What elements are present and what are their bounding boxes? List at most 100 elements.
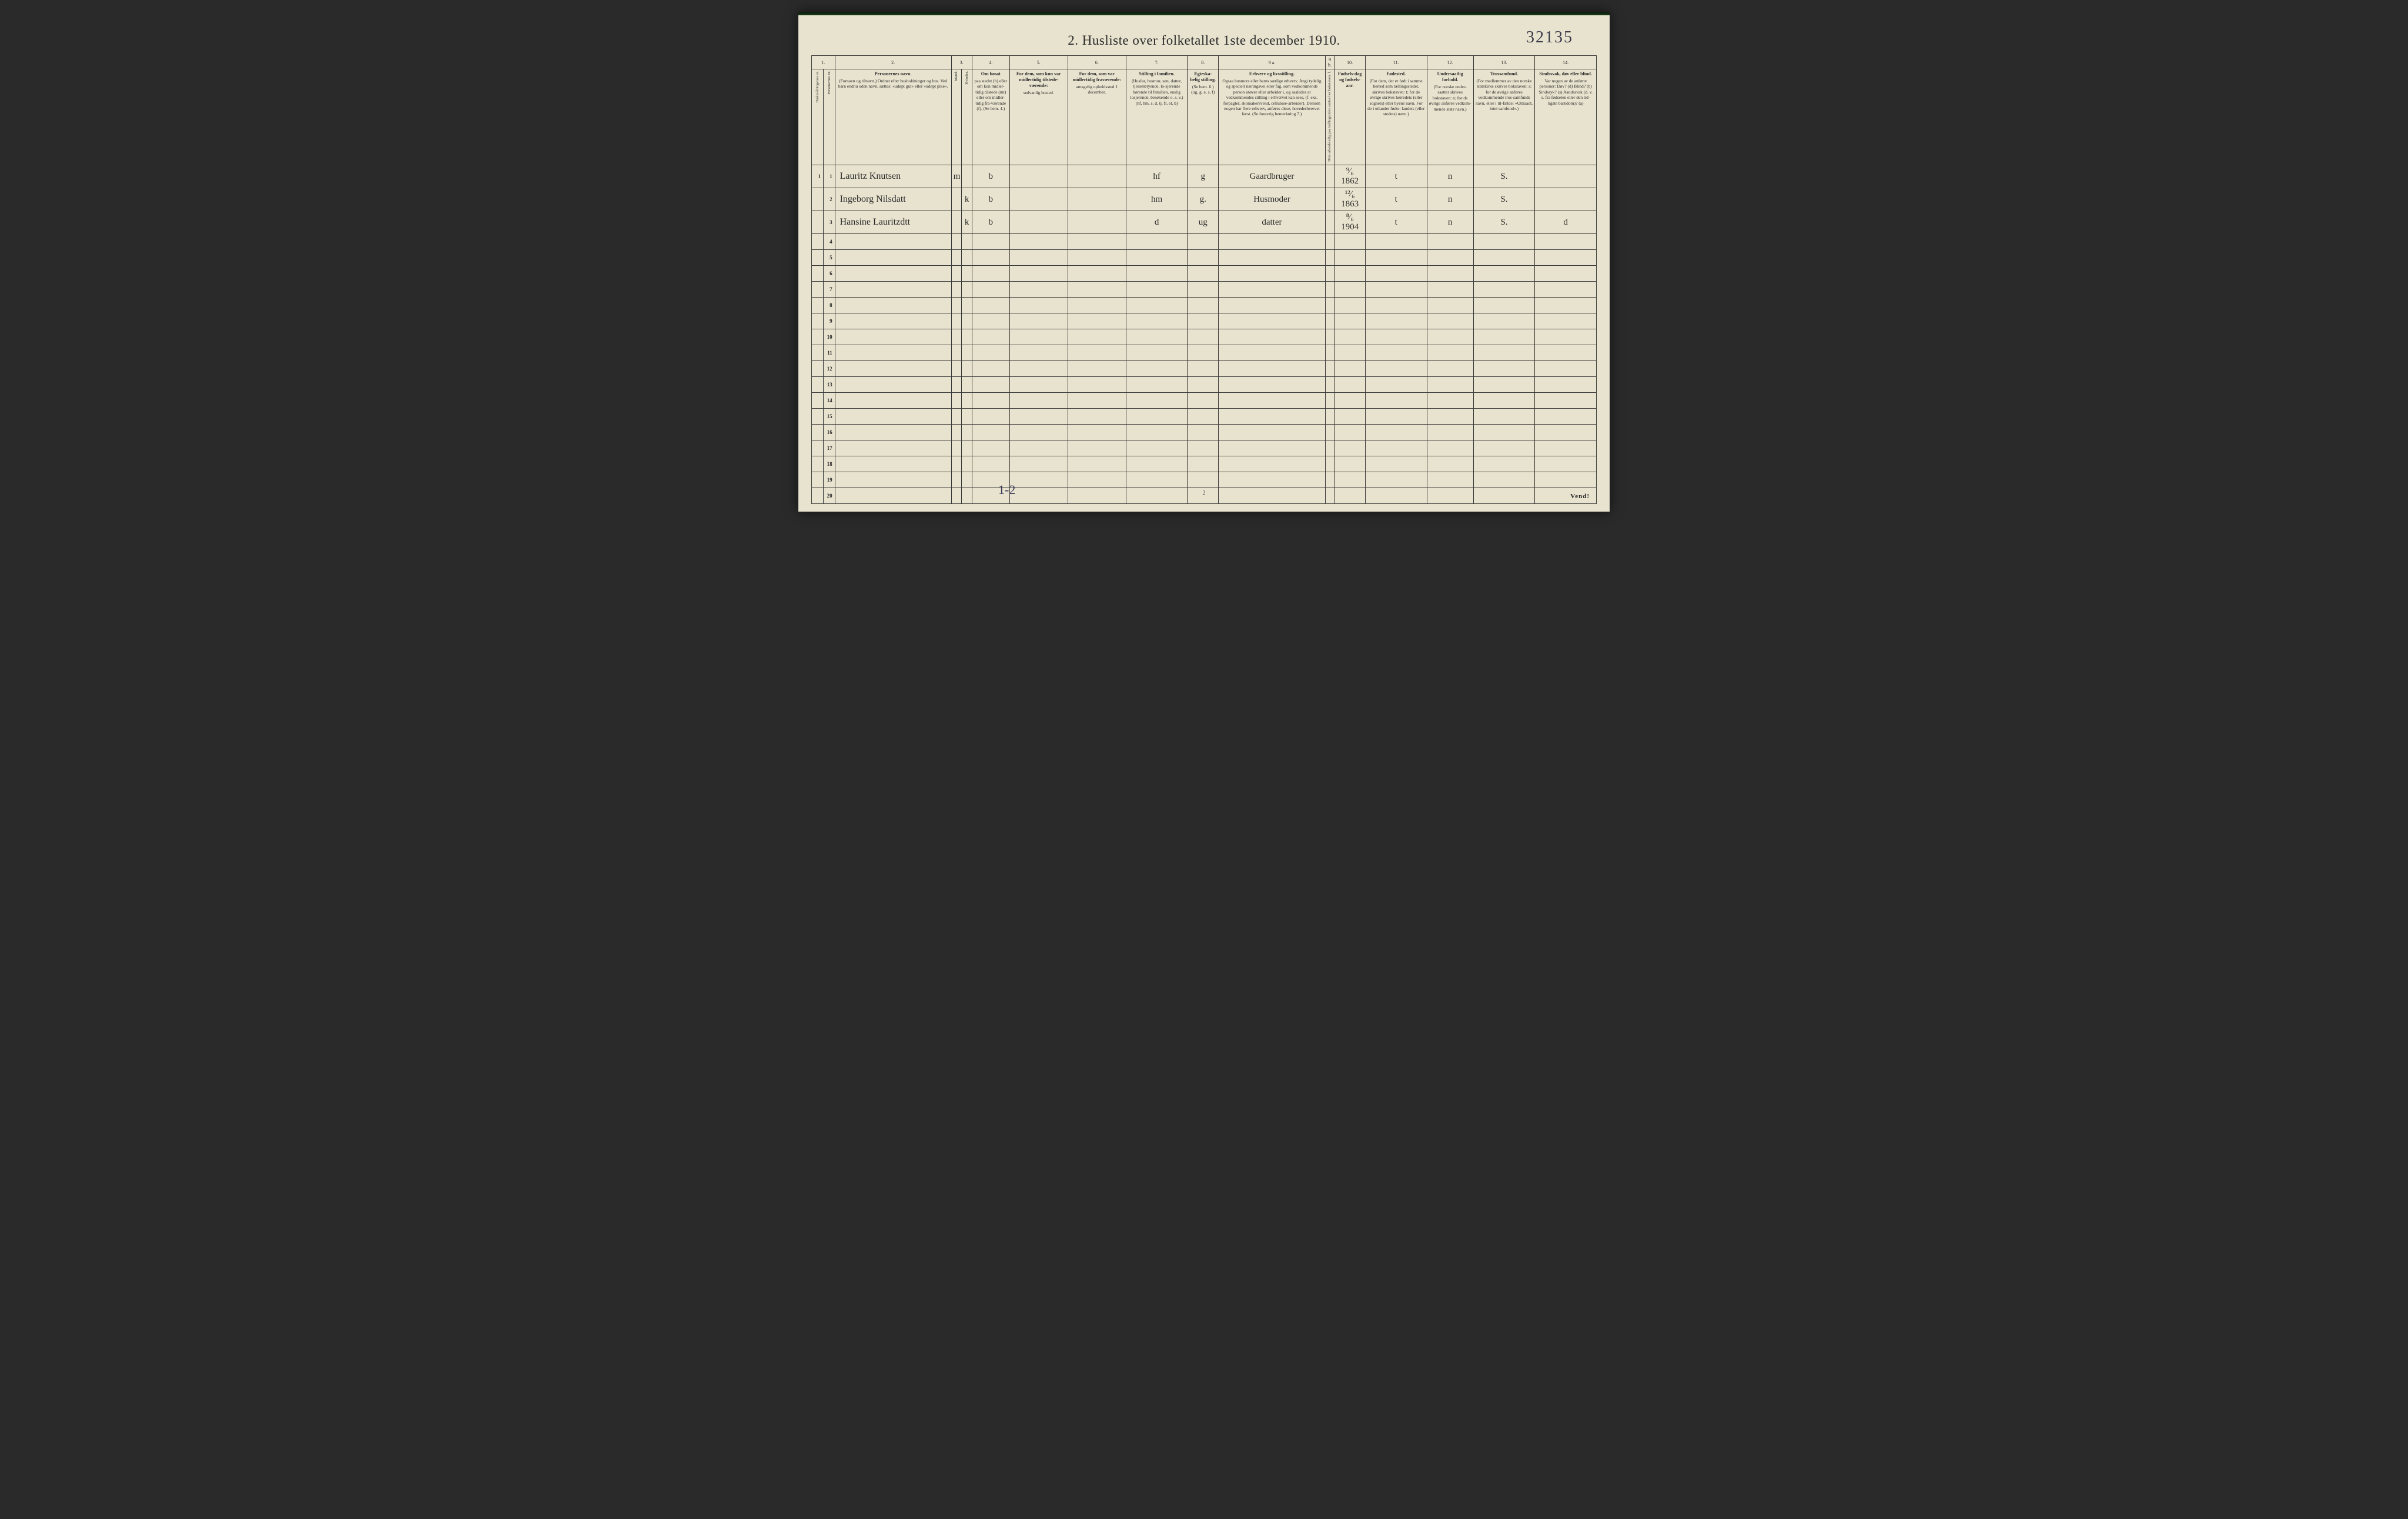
cell-empty [1219,409,1326,425]
hdr-marital: Egteska-belig stilling. (Se bem. 6.) (ug… [1188,69,1219,165]
cell-empty [1325,313,1334,329]
cell-empty [972,440,1009,456]
cell-empty [1009,234,1068,250]
cell-empty [835,282,951,298]
cell-empty [812,456,824,472]
cell-empty [1068,298,1126,313]
cell-empty [1068,250,1126,266]
cell-empty [962,266,972,282]
cell-empty [1535,234,1597,250]
hdr-residency: Om bosat paa stedet (b) eller om kun mid… [972,69,1009,165]
cell-empty [1535,440,1597,456]
table-row-empty: 10 [812,329,1597,345]
cell-empty [1188,472,1219,488]
cell-empty [1365,345,1427,361]
cell-occupation: datter [1219,211,1326,234]
cell-empty [1365,298,1427,313]
cell-empty [1427,472,1473,488]
cell-empty [1126,425,1188,440]
cell-empty [1219,361,1326,377]
cell-empty [812,393,824,409]
cell-empty [1365,329,1427,345]
cell-empty [1009,472,1068,488]
cell-empty [1009,282,1068,298]
cell-empty [1219,488,1326,504]
cell-empty [1535,393,1597,409]
cell-empty [1365,488,1427,504]
cell-empty [972,282,1009,298]
cell-empty [1325,298,1334,313]
cell-empty [1535,409,1597,425]
cell-empty [1126,282,1188,298]
cell-empty [1535,313,1597,329]
cell-empty [1068,456,1126,472]
cell-empty [1219,345,1326,361]
cell-empty [1535,361,1597,377]
cell-empty [1188,393,1219,409]
cell-empty [1473,488,1535,504]
cell-empty [1365,282,1427,298]
cell-empty [962,456,972,472]
cell-empty [1335,361,1366,377]
cell-empty [1009,377,1068,393]
cell-empty [1335,266,1366,282]
cell-empty [1473,266,1535,282]
cell-empty [1473,472,1535,488]
hdr-person-nr: Personernes nr. [823,69,835,165]
cell-empty [835,313,951,329]
colnum: 7. [1126,56,1188,69]
cell-empty [1473,329,1535,345]
cell-empty [1535,345,1597,361]
cell-empty [1325,488,1334,504]
cell-empty [1473,282,1535,298]
cell-person-nr: 12 [823,361,835,377]
cell-empty [1126,250,1188,266]
table-row-empty: 14 [812,393,1597,409]
cell-name: Lauritz Knutsen [835,165,951,188]
cell-empty [1335,440,1366,456]
colnum: 13. [1473,56,1535,69]
cell-empty [1473,345,1535,361]
cell-empty [1427,329,1473,345]
cell-empty [1535,472,1597,488]
cell-empty [1009,393,1068,409]
cell-empty [812,313,824,329]
hdr-household-nr: Husholdningenes nr. [812,69,824,165]
cell-nationality: n [1427,165,1473,188]
cell-disability [1535,165,1597,188]
cell-empty [812,266,824,282]
hdr-sex-m: Mand. [951,69,962,165]
cell-temp-present [1009,211,1068,234]
cell-empty [1219,456,1326,472]
cell-empty [1365,409,1427,425]
cell-empty [962,345,972,361]
cell-empty [962,377,972,393]
cell-birthplace: t [1365,165,1427,188]
cell-person-nr: 18 [823,456,835,472]
cell-occupation: Husmoder [1219,188,1326,211]
colnum: 11. [1365,56,1427,69]
cell-empty [1126,313,1188,329]
cell-empty [1068,345,1126,361]
cell-empty [835,266,951,282]
cell-empty [1009,345,1068,361]
cell-empty [1219,234,1326,250]
cell-empty [1335,488,1366,504]
cell-empty [1427,409,1473,425]
cell-empty [1188,361,1219,377]
hdr-name: Personernes navn. (Fornavn og tilnavn.) … [835,69,951,165]
hdr-unemployed: Hvis arbeidsledig paa tællingstiden sætt… [1325,69,1334,165]
cell-empty [1188,298,1219,313]
cell-unemployed [1325,165,1334,188]
cell-birthdate: ⁹⁄₆ 1862 [1335,165,1366,188]
cell-empty [1126,472,1188,488]
cell-person-nr: 14 [823,393,835,409]
cell-empty [1068,393,1126,409]
cell-empty [835,425,951,440]
cell-person-nr: 10 [823,329,835,345]
cell-empty [1126,345,1188,361]
cell-empty [1325,456,1334,472]
cell-empty [1325,266,1334,282]
cell-empty [1068,234,1126,250]
cell-empty [1427,361,1473,377]
